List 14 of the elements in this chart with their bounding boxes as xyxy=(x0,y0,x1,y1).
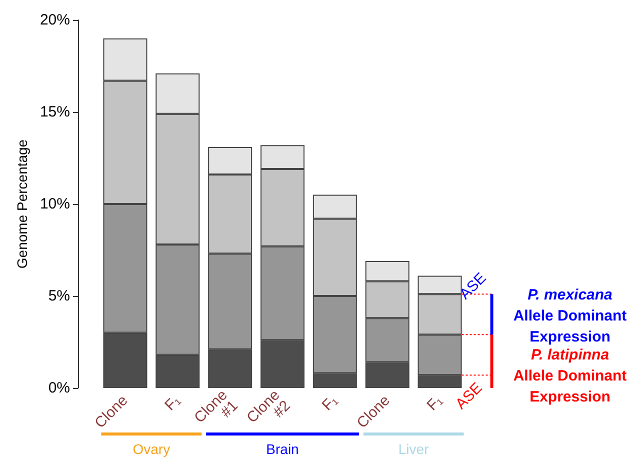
y-axis-title: Genome Percentage xyxy=(14,139,30,269)
y-tick-label: 20% xyxy=(40,12,70,28)
y-tick-label: 15% xyxy=(40,104,70,120)
y-tick-label: 5% xyxy=(48,288,70,304)
text: P. latipinna Allele Dominant Expression xyxy=(513,346,627,406)
x-tick-label: F₁ xyxy=(162,392,184,414)
text: P. mexicana Allele Dominant Expression xyxy=(513,286,627,346)
x-tick-label: F₁ xyxy=(424,392,446,414)
x-tick-label: F₁ xyxy=(318,392,341,414)
text: Liver xyxy=(398,441,430,457)
y-tick-label: 0% xyxy=(48,380,70,396)
y-tick-label: 10% xyxy=(40,196,70,212)
text: Brain xyxy=(266,441,299,457)
text: Ovary xyxy=(132,441,170,457)
